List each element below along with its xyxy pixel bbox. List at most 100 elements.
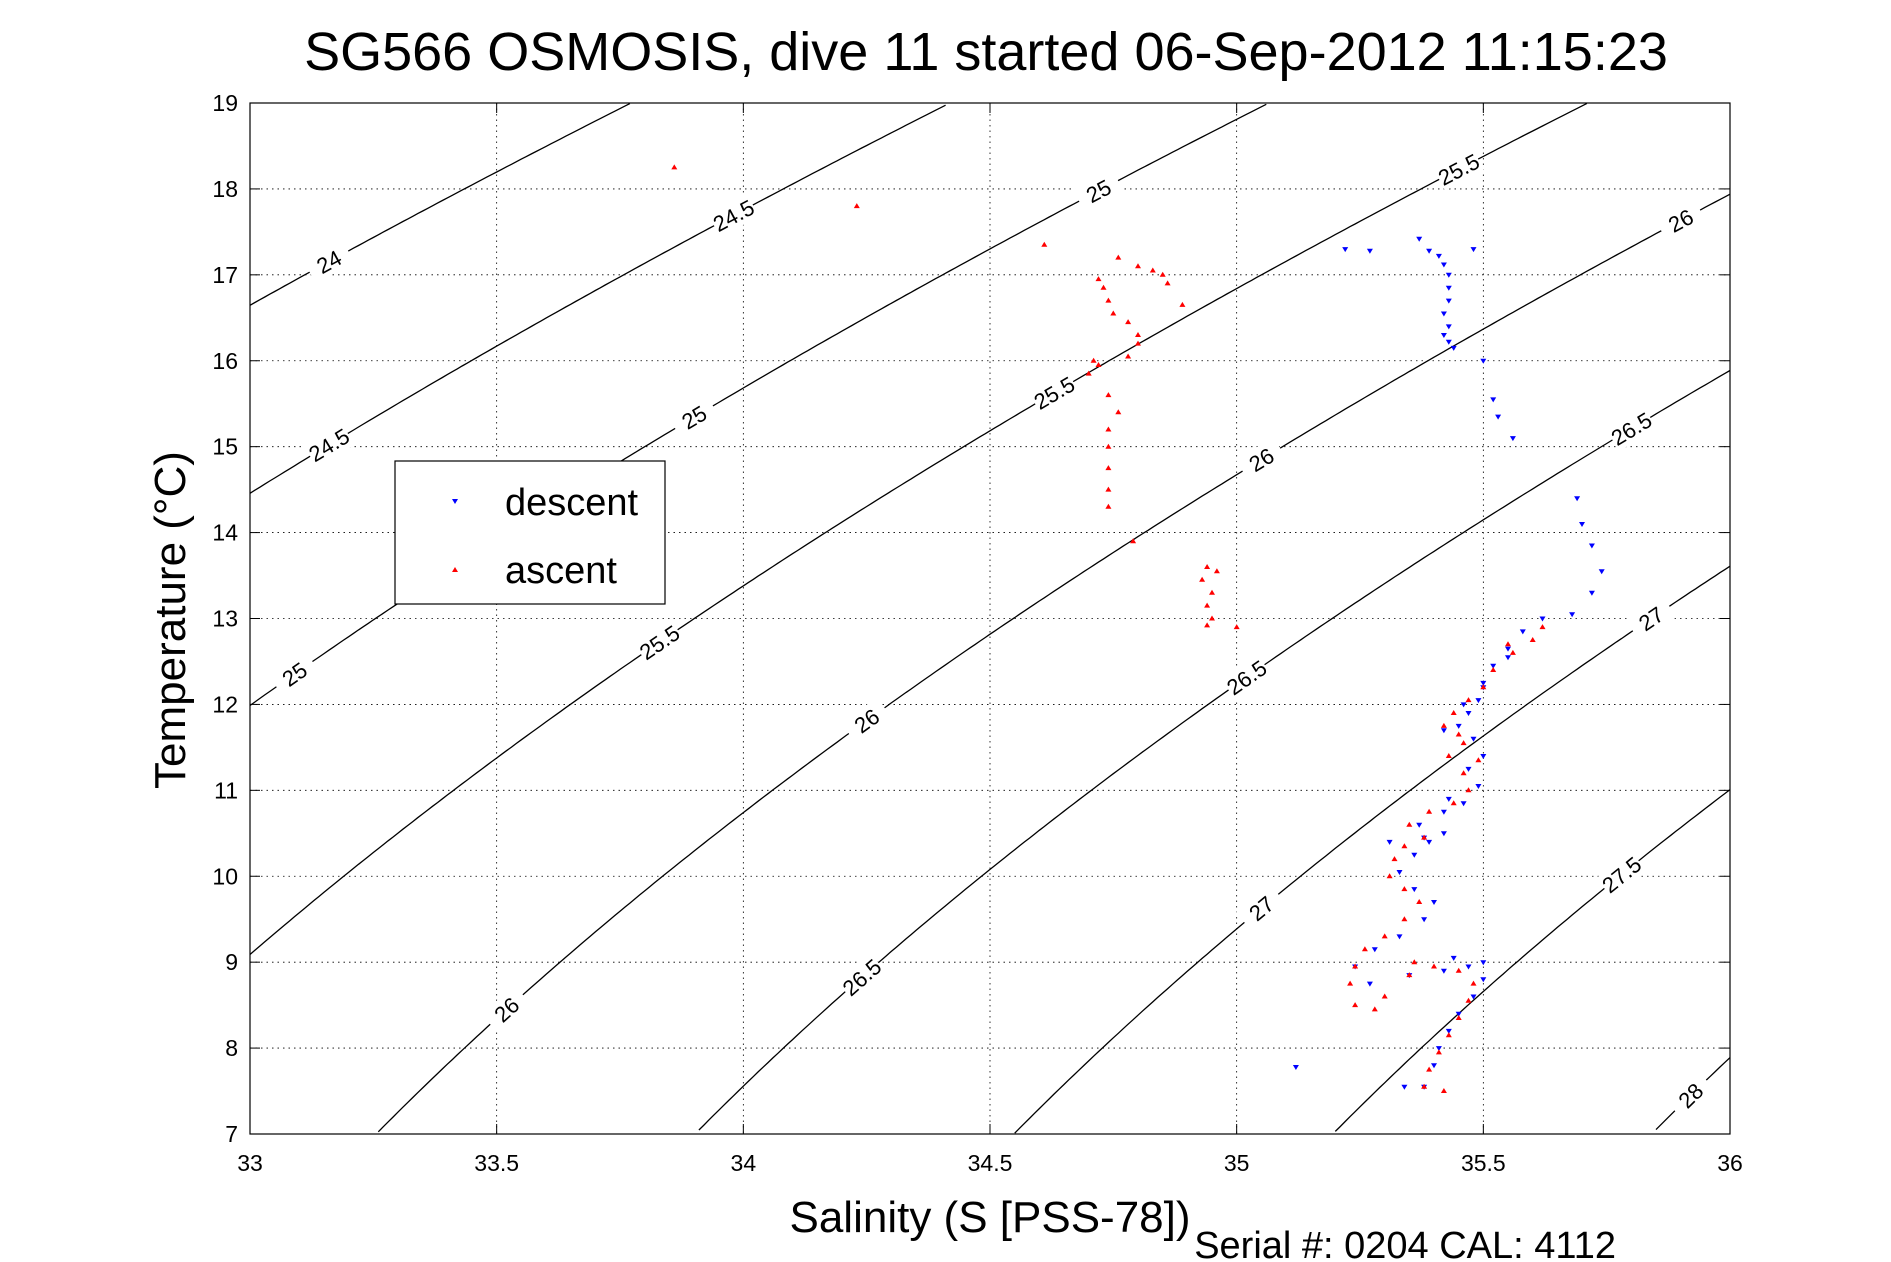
legend-marker-descent — [452, 499, 458, 504]
descent-point — [1465, 766, 1472, 772]
ascent-point — [1130, 538, 1137, 544]
y-tick-label: 16 — [212, 348, 238, 374]
ascent-point — [1490, 667, 1497, 672]
contour-label-bg — [1433, 147, 1485, 191]
descent-point — [1465, 964, 1472, 970]
descent-point — [1445, 339, 1452, 345]
ascent-point — [1105, 392, 1112, 398]
ascent-point — [1135, 332, 1141, 337]
descent-point — [1445, 324, 1452, 330]
descent-point — [1440, 333, 1447, 338]
ascent-point — [1440, 722, 1447, 728]
ascent-point — [1505, 641, 1511, 647]
ascent-point — [1361, 946, 1368, 952]
descent-point — [1440, 262, 1447, 268]
y-tick-label: 15 — [212, 434, 238, 460]
y-tick-label: 17 — [212, 262, 238, 288]
ascent-point — [1105, 297, 1112, 303]
contour-label-bg — [1235, 437, 1287, 483]
ascent-point — [1421, 1083, 1428, 1089]
contour-label-bg — [1665, 1070, 1716, 1121]
x-axis-label: Salinity (S [PSS-78]) — [789, 1193, 1190, 1242]
contour-label-bg — [481, 985, 532, 1034]
ascent-point — [1401, 886, 1408, 892]
ascent-point — [1204, 564, 1211, 569]
x-tick-label: 33 — [237, 1150, 263, 1176]
contour-label-bg — [1625, 595, 1677, 642]
y-tick-label: 9 — [225, 949, 238, 975]
ascent-point — [1381, 933, 1388, 939]
descent-point — [1450, 345, 1457, 351]
ascent-point — [1455, 967, 1462, 973]
ascent-point — [1406, 821, 1413, 827]
descent-point — [1431, 1063, 1437, 1069]
ascent-point — [1386, 873, 1393, 879]
descent-point — [1480, 960, 1487, 966]
descent-point — [1416, 236, 1423, 242]
descent-point — [1445, 272, 1452, 278]
isopycnal-line — [377, 193, 1731, 1133]
descent-point — [1440, 968, 1447, 974]
descent-point — [1579, 522, 1585, 527]
ascent-point — [1105, 426, 1112, 432]
ascent-point — [1460, 740, 1467, 746]
legend-label-descent: descent — [505, 482, 639, 524]
descent-point — [1509, 436, 1516, 442]
descent-point — [1440, 728, 1447, 734]
ascent-point — [1179, 301, 1186, 307]
ascent-point — [1480, 684, 1487, 690]
contour-label-bg — [668, 394, 720, 440]
ascent-point — [1199, 576, 1206, 582]
descent-point — [1460, 801, 1467, 807]
ascent-point — [1421, 834, 1428, 840]
ascent-point — [1105, 465, 1112, 471]
ascent-point — [1100, 284, 1107, 290]
y-tick-label: 10 — [212, 863, 238, 889]
ascent-point — [1095, 362, 1102, 367]
ascent-point — [1209, 589, 1215, 595]
descent-point — [1450, 955, 1457, 961]
ascent-point — [1085, 370, 1092, 376]
ascent-point — [1529, 637, 1536, 642]
descent-point — [1505, 655, 1511, 661]
ascent-point — [1204, 622, 1211, 628]
descent-point — [1445, 796, 1452, 802]
ascent-point — [1105, 486, 1112, 492]
x-tick-label: 34 — [731, 1150, 757, 1176]
ascent-point — [1371, 1006, 1378, 1012]
descent-point — [1490, 663, 1497, 669]
ascent-point — [1450, 710, 1457, 715]
ascent-point — [1105, 503, 1112, 509]
descent-point — [1480, 680, 1487, 686]
ascent-point — [1445, 753, 1452, 758]
descent-point — [1411, 887, 1418, 893]
descent-point — [1480, 754, 1487, 759]
ascent-point — [1115, 409, 1122, 415]
descent-point — [1598, 569, 1605, 575]
descent-point — [1401, 1084, 1408, 1090]
descent-point — [1440, 311, 1447, 317]
descent-point — [1366, 248, 1373, 254]
y-tick-label: 14 — [212, 520, 238, 546]
contour-label-bg — [1236, 884, 1287, 933]
ascent-point — [1125, 319, 1132, 325]
ascent-point — [1509, 649, 1516, 655]
ascent-point — [1431, 963, 1437, 969]
y-axis-label: Temperature (°C) — [146, 451, 195, 789]
x-tick-label: 34.5 — [968, 1150, 1013, 1176]
ascent-point — [1465, 997, 1472, 1003]
y-tick-label: 18 — [212, 176, 238, 202]
x-tick-label: 35 — [1224, 1150, 1250, 1176]
contour-label-bg — [303, 239, 355, 284]
ascent-point — [1455, 1015, 1462, 1020]
y-tick-label: 19 — [212, 90, 238, 116]
contour-label-bg — [268, 650, 320, 698]
ascent-point — [1159, 271, 1166, 277]
ascent-point — [1110, 310, 1117, 316]
descent-point — [1569, 612, 1576, 618]
descent-point — [1342, 247, 1349, 253]
descent-point — [1445, 298, 1452, 304]
ascent-point — [1411, 959, 1418, 965]
descent-point — [1519, 629, 1526, 635]
